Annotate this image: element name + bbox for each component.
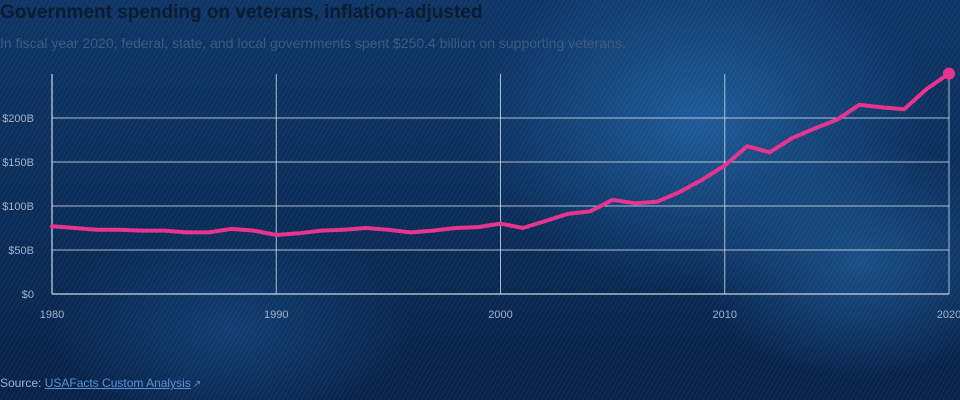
series-endpoint-marker[interactable] <box>943 67 955 80</box>
external-link-icon: ↗ <box>192 379 202 390</box>
y-tick-label: $0 <box>22 289 34 301</box>
chart-title: Government spending on veterans, inflati… <box>0 2 483 23</box>
y-tick-label: $150B <box>2 157 34 169</box>
source-link-label: USAFacts Custom Analysis <box>44 376 191 390</box>
line-chart: $0 $50B $100B $150B $200B 1980 1990 2000 2010 202… <box>2 67 960 320</box>
grid <box>51 74 950 294</box>
y-tick-label: $100B <box>2 201 34 213</box>
x-tick-label: 1980 <box>40 309 64 320</box>
y-tick-label: $50B <box>8 245 34 257</box>
source-line: Source: USAFacts Custom Analysis ↗ <box>0 376 201 390</box>
x-tick-label: 1990 <box>264 309 288 320</box>
x-tick-label: 2010 <box>713 309 737 320</box>
x-tick-label: 2000 <box>488 309 512 320</box>
spending-series-line <box>50 71 951 237</box>
y-tick-label: $200B <box>2 113 34 125</box>
series-layer <box>50 67 955 237</box>
chart-subtitle: In fiscal year 2020, federal, state, and… <box>0 35 626 51</box>
x-tick-label: 2020 <box>937 309 960 320</box>
source-prefix: Source: <box>0 376 42 390</box>
axes: $0 $50B $100B $150B $200B 1980 1990 2000 2010 202… <box>2 74 960 320</box>
source-link[interactable]: USAFacts Custom Analysis ↗ <box>45 376 201 390</box>
